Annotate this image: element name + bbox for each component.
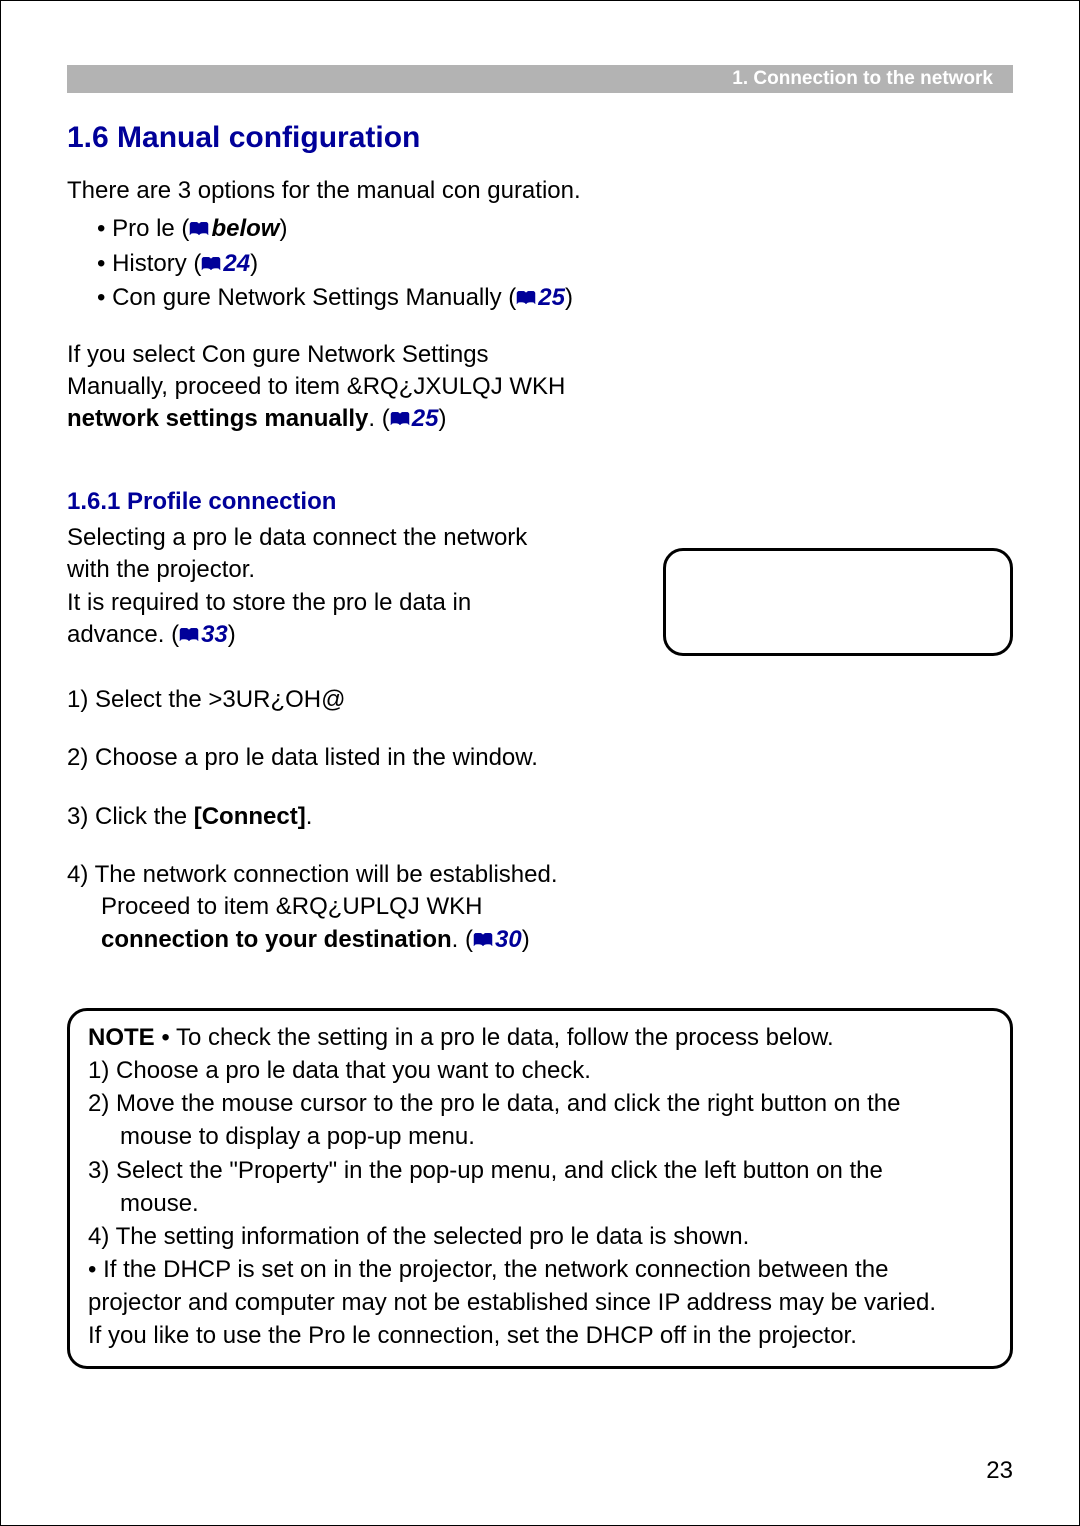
- screenshot-placeholder: [663, 548, 1013, 656]
- page-ref-link[interactable]: 24: [223, 250, 250, 277]
- ref-text: below: [211, 215, 279, 242]
- note-line: If you like to use the Pro le connection…: [88, 1322, 857, 1349]
- page-ref-link[interactable]: 25: [412, 405, 439, 432]
- step-text: . (: [452, 926, 473, 953]
- paragraph-manual-select: If you select Con gure Network Settings …: [67, 339, 1013, 438]
- step-line-garbled: &RQ¿UPLQJ WKH: [276, 893, 483, 920]
- bullet-text: • Con gure Network Settings Manually (: [97, 284, 516, 311]
- page-container: 1. Connection to the network 1.6 Manual …: [0, 0, 1080, 1526]
- step-3: 3) Click the [Connect].: [67, 801, 1013, 833]
- note-box: NOTE • To check the setting in a pro le …: [67, 1008, 1013, 1369]
- step-text: 3) Click the: [67, 803, 194, 830]
- para-line: Manually, proceed to item: [67, 373, 347, 400]
- note-label: NOTE: [88, 1024, 155, 1051]
- step-line: 4) The network connection will be establ…: [67, 861, 558, 888]
- note-line: • If the DHCP is set on in the projector…: [88, 1256, 888, 1283]
- book-icon: [390, 405, 410, 437]
- bullet-suffix: ): [565, 284, 573, 311]
- step-4: 4) The network connection will be establ…: [67, 859, 1013, 958]
- text-line: ): [228, 621, 236, 648]
- subsection-title: 1.6.1 Profile connection: [67, 488, 1013, 516]
- intro-text: There are 3 options for the manual con g…: [67, 175, 1013, 207]
- step-text: ): [522, 926, 530, 953]
- page-ref-link[interactable]: 30: [495, 926, 522, 953]
- bullet-history: • History ( 24): [97, 248, 1013, 282]
- bullet-configure: • Con gure Network Settings Manually ( 25…: [97, 282, 1013, 316]
- page-ref-link[interactable]: 33: [201, 621, 228, 648]
- note-line: 1) Choose a pro le data that you want to…: [88, 1057, 591, 1084]
- book-icon: [201, 250, 221, 282]
- book-icon: [189, 215, 209, 247]
- step-text: .: [306, 803, 313, 830]
- two-column-layout: Selecting a pro le data connect the netw…: [67, 522, 1013, 656]
- book-icon: [516, 284, 536, 316]
- step-2: 2) Choose a pro le data listed in the wi…: [67, 742, 1013, 774]
- note-line: 4) The setting information of the select…: [88, 1223, 749, 1250]
- header-section-label: 1. Connection to the network: [732, 68, 993, 90]
- note-line: • To check the setting in a pro le data,…: [155, 1024, 834, 1051]
- header-bar: 1. Connection to the network: [67, 65, 1013, 93]
- bullet-text: • Pro le (: [97, 215, 189, 242]
- bullet-list: • Pro le ( below) • History ( 24) • Con gu…: [97, 213, 1013, 316]
- bullet-suffix: ): [279, 215, 287, 242]
- book-icon: [179, 621, 199, 653]
- page-number: 23: [986, 1457, 1013, 1485]
- bullet-text: • History (: [97, 250, 201, 277]
- note-line-indent: mouse to display a pop-up menu.: [120, 1123, 475, 1150]
- connect-button-label: [Connect]: [194, 803, 306, 830]
- note-line: 2) Move the mouse cursor to the pro le d…: [88, 1090, 900, 1117]
- note-body: NOTE • To check the setting in a pro le …: [88, 1021, 992, 1352]
- text-line: It is required to store the pro le data …: [67, 589, 471, 616]
- bullet-suffix: ): [250, 250, 258, 277]
- note-line: 3) Select the "Property" in the pop-up m…: [88, 1157, 883, 1184]
- section-title: 1.6 Manual configuration: [67, 121, 1013, 155]
- note-line-indent: mouse.: [120, 1190, 199, 1217]
- bold-text: network settings manually: [67, 405, 368, 432]
- text-line: with the projector.: [67, 556, 255, 583]
- step-line: Proceed to item: [101, 893, 276, 920]
- para-text: . (: [368, 405, 389, 432]
- text-line: advance. (: [67, 621, 179, 648]
- para-line: If you select Con gure Network Settings: [67, 341, 489, 368]
- steps-list: 1) Select the >3UR¿OH@ 2) Choose a pro l…: [67, 684, 1013, 958]
- bullet-profile: • Pro le ( below): [97, 213, 1013, 247]
- note-line: projector and computer may not be establ…: [88, 1289, 936, 1316]
- bold-text: connection to your destination: [101, 926, 452, 953]
- step-1: 1) Select the >3UR¿OH@: [67, 684, 1013, 716]
- text-line: Selecting a pro le data connect the netw…: [67, 524, 527, 551]
- profile-description: Selecting a pro le data connect the netw…: [67, 522, 635, 654]
- book-icon: [473, 926, 493, 958]
- para-text: ): [438, 405, 446, 432]
- para-line-garbled: &RQ¿JXULQJ WKH: [347, 373, 566, 400]
- page-ref-link[interactable]: 25: [538, 284, 565, 311]
